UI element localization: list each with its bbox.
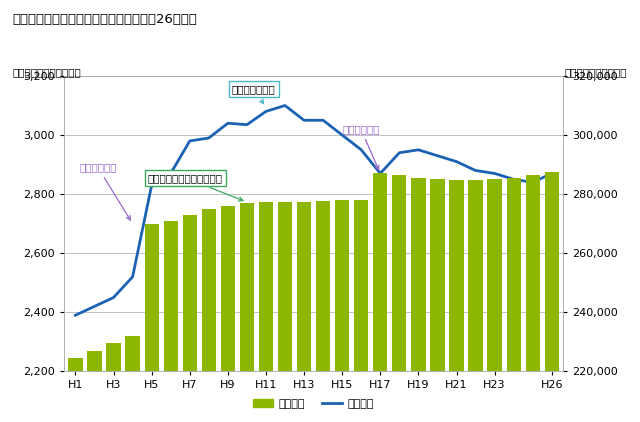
Bar bbox=[506, 178, 521, 422]
Bar bbox=[297, 201, 311, 422]
Text: 都南村と合併: 都南村と合併 bbox=[79, 162, 131, 220]
Bar bbox=[335, 200, 349, 422]
Bar bbox=[202, 209, 216, 422]
Bar bbox=[316, 200, 330, 422]
Bar bbox=[525, 175, 540, 422]
Bar bbox=[68, 358, 83, 422]
Text: 給水人口（単位：人）: 給水人口（単位：人） bbox=[564, 68, 627, 78]
Bar bbox=[354, 200, 369, 422]
Bar bbox=[87, 351, 102, 422]
Bar bbox=[125, 336, 140, 422]
Bar bbox=[468, 180, 483, 422]
Bar bbox=[221, 206, 235, 422]
Bar bbox=[240, 203, 254, 422]
Text: 水道を使用している人の数: 水道を使用している人の数 bbox=[148, 173, 243, 201]
Bar bbox=[412, 178, 426, 422]
Bar bbox=[449, 180, 463, 422]
Bar bbox=[182, 215, 197, 422]
Bar bbox=[545, 172, 559, 422]
Text: 玉山村と合併: 玉山村と合併 bbox=[342, 124, 380, 170]
Bar bbox=[392, 175, 406, 422]
Bar bbox=[259, 201, 273, 422]
Text: 有収水量（単位：万㎥）: 有収水量（単位：万㎥） bbox=[13, 68, 81, 78]
Bar bbox=[145, 224, 159, 422]
Bar bbox=[106, 344, 121, 422]
Bar bbox=[164, 221, 178, 422]
Text: 有収水量と給水人口の推移（平成元年～26年度）: 有収水量と給水人口の推移（平成元年～26年度） bbox=[13, 13, 198, 26]
Text: 使用した水の量: 使用した水の量 bbox=[232, 84, 275, 103]
Legend: 給水人口, 有収水量: 給水人口, 有収水量 bbox=[249, 394, 378, 413]
Bar bbox=[488, 179, 502, 422]
Bar bbox=[430, 179, 445, 422]
Bar bbox=[278, 201, 292, 422]
Bar bbox=[373, 173, 387, 422]
